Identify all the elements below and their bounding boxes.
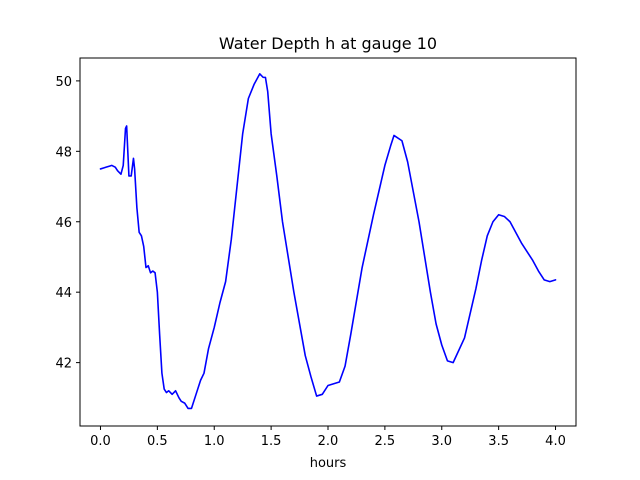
x-tick-label: 3.5 <box>488 434 509 449</box>
y-tick-label: 44 <box>55 286 72 301</box>
y-tick-label: 46 <box>55 216 72 231</box>
x-tick-label: 0.0 <box>90 434 111 449</box>
x-tick-label: 1.5 <box>261 434 282 449</box>
y-tick-label: 42 <box>55 357 72 372</box>
y-axis: 42 44 46 48 50 <box>55 75 80 372</box>
series-line <box>99 73 557 410</box>
x-tick-label: 2.0 <box>318 434 339 449</box>
x-tick-label: 3.0 <box>431 434 452 449</box>
y-tick-label: 48 <box>55 145 72 160</box>
x-tick-label: 4.0 <box>545 434 566 449</box>
x-tick-label: 0.5 <box>147 434 168 449</box>
chart-title: Water Depth h at gauge 10 <box>219 34 437 53</box>
x-tick-label: 2.5 <box>375 434 396 449</box>
x-axis-label: hours <box>310 456 347 471</box>
y-tick-label: 50 <box>55 75 72 90</box>
x-axis: 0.0 0.5 1.0 1.5 2.0 2.5 3.0 3.5 4.0 <box>90 426 566 449</box>
x-tick-label: 1.0 <box>204 434 225 449</box>
